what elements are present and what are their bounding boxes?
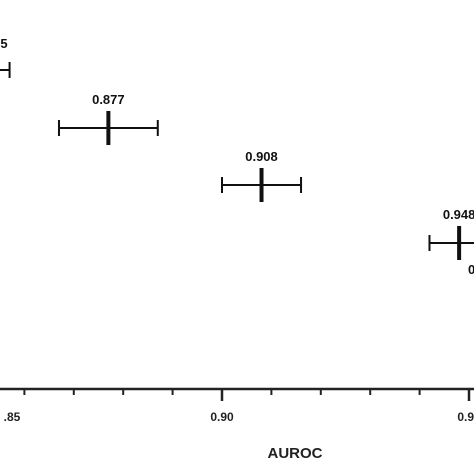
data-point-4: 0 bbox=[468, 262, 474, 277]
data-point-2: 0.908 bbox=[221, 149, 303, 202]
data-label-1: 0.877 bbox=[92, 92, 125, 107]
x-tick-label-2: 0.95 bbox=[457, 410, 474, 424]
data-label-3: 0.948 bbox=[443, 207, 474, 222]
x-axis: .85 0.90 0.95 bbox=[0, 387, 474, 424]
data-label-2: 0.908 bbox=[245, 149, 278, 164]
data-point-0: 5 bbox=[0, 36, 11, 78]
chart-marks: 5 0.877 0.908 0.948 0 bbox=[0, 36, 474, 277]
x-tick-label-0: .85 bbox=[4, 410, 21, 424]
x-axis-title: AUROC bbox=[268, 445, 323, 462]
data-point-1: 0.877 bbox=[57, 92, 159, 145]
x-tick-label-1: 0.90 bbox=[210, 410, 234, 424]
data-label-0: 5 bbox=[0, 36, 7, 51]
data-label-4: 0 bbox=[468, 262, 474, 277]
data-point-3: 0.948 bbox=[428, 207, 474, 260]
